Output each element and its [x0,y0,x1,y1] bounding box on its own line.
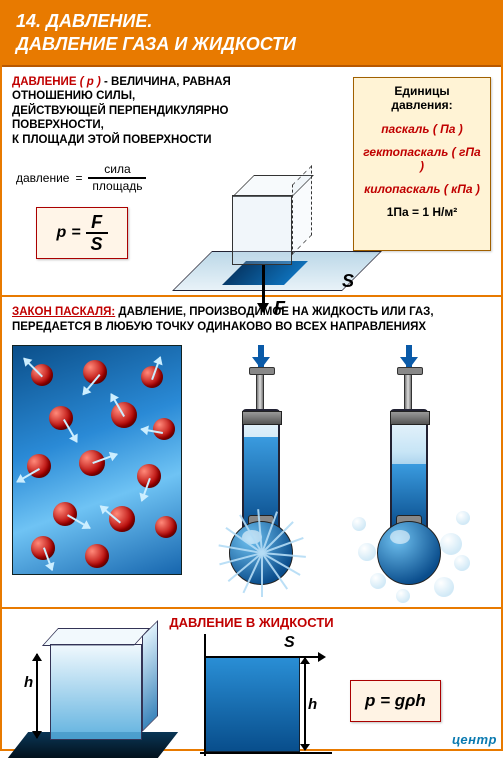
label-h: h [24,674,33,691]
f1-eq: = [71,224,80,242]
wf-lhs: давление [16,171,69,185]
formula-p-FS: p = F S [36,207,128,259]
smoke-cloud-icon [358,543,376,561]
molecule-icon [137,464,161,488]
smoke-cloud-icon [352,517,366,531]
pascal-kw: ЗАКОН ПАСКАЛЯ: [12,306,115,318]
poster-header: 14. ДАВЛЕНИЕ. ДАВЛЕНИЕ ГАЗА И ЖИДКОСТИ [2,2,501,67]
label-S2: S [284,634,295,652]
f1-num: F [91,213,102,231]
molecule-icon [155,516,177,538]
section-definition: ДАВЛЕНИЕ ( p ) - ВЕЛИЧИНА, РАВНАЯ ОТНОШЕ… [2,67,501,297]
bulb-icon [377,521,441,585]
unit-pa: паскаль ( Па ) [360,122,484,136]
pascal-l2: ПЕРЕДАЕТСЯ В ЛЮБУЮ ТОЧКУ ОДИНАКОВО ВО ВС… [12,321,426,333]
units-title: Единицы давления: [360,84,484,113]
label-S: S [342,271,354,292]
tank-diagram: h [12,636,172,764]
cube-diagram: F S [172,153,372,313]
down-arrow-icon [406,345,412,367]
definition-text: ДАВЛЕНИЕ ( p ) - ВЕЛИЧИНА, РАВНАЯ ОТНОШЕ… [12,75,312,147]
section-liquid-pressure: ДАВЛЕНИЕ В ЖИДКОСТИ h S h p = gρh [2,609,501,777]
def-symbol: ( p ) [80,76,101,88]
unit-kpa: килопаскаль ( кПа ) [360,182,484,196]
header-line1: 14. ДАВЛЕНИЕ. [16,10,487,33]
wf-top: сила [104,163,130,176]
smoke-cloud-icon [456,511,470,525]
molecule-icon [153,418,175,440]
unit-relation: 1Па = 1 Н/м² [360,205,484,219]
cube-icon [232,175,302,270]
down-arrow-icon [258,345,264,367]
piston-rod-icon [404,371,412,411]
f1-lhs: p [56,224,66,242]
smoke-cloud-icon [370,573,386,589]
gas-molecules-diagram [12,345,182,575]
formula-hydrostatic: p = gρh [350,680,441,722]
wf-eq: = [75,171,82,185]
f1-den: S [91,235,103,253]
pascal-l1: ДАВЛЕНИЕ, ПРОИЗВОДИМОЕ НА ЖИДКОСТЬ ИЛИ Г… [118,306,433,318]
tube-icon [390,409,428,529]
piston-rod-icon [256,371,264,411]
header-line2: ДАВЛЕНИЕ ГАЗА И ЖИДКОСТИ [16,33,487,56]
tube-gas-clouds [338,345,478,600]
tube-liquid-jets [190,345,330,600]
unit-hpa: гектопаскаль ( гПа ) [360,145,484,173]
column-diagram: S h [186,636,336,764]
section-pascal: ЗАКОН ПАСКАЛЯ: ДАВЛЕНИЕ, ПРОИЗВОДИМОЕ НА… [2,297,501,609]
tube-icon [242,409,280,529]
molecule-icon [85,544,109,568]
publisher-logo: центр [452,732,497,747]
label-h2: h [308,696,317,713]
pascal-law-text: ЗАКОН ПАСКАЛЯ: ДАВЛЕНИЕ, ПРОИЗВОДИМОЕ НА… [12,305,491,335]
wf-bot: площадь [92,180,142,193]
def-keyword: ДАВЛЕНИЕ [12,76,77,88]
molecule-icon [109,506,135,532]
smoke-cloud-icon [434,577,454,597]
def-t2: ДЕЙСТВУЮЩЕЙ ПЕРПЕНДИКУЛЯРНО ПОВЕРХНОСТИ, [12,105,228,131]
smoke-cloud-icon [396,589,410,603]
def-t3: К ПЛОЩАДИ ЭТОЙ ПОВЕРХНОСТИ [12,134,212,146]
smoke-cloud-icon [440,533,462,555]
units-box: Единицы давления: паскаль ( Па ) гектопа… [353,77,491,251]
molecule-icon [53,502,77,526]
jet-icon [261,553,263,597]
smoke-cloud-icon [454,555,470,571]
